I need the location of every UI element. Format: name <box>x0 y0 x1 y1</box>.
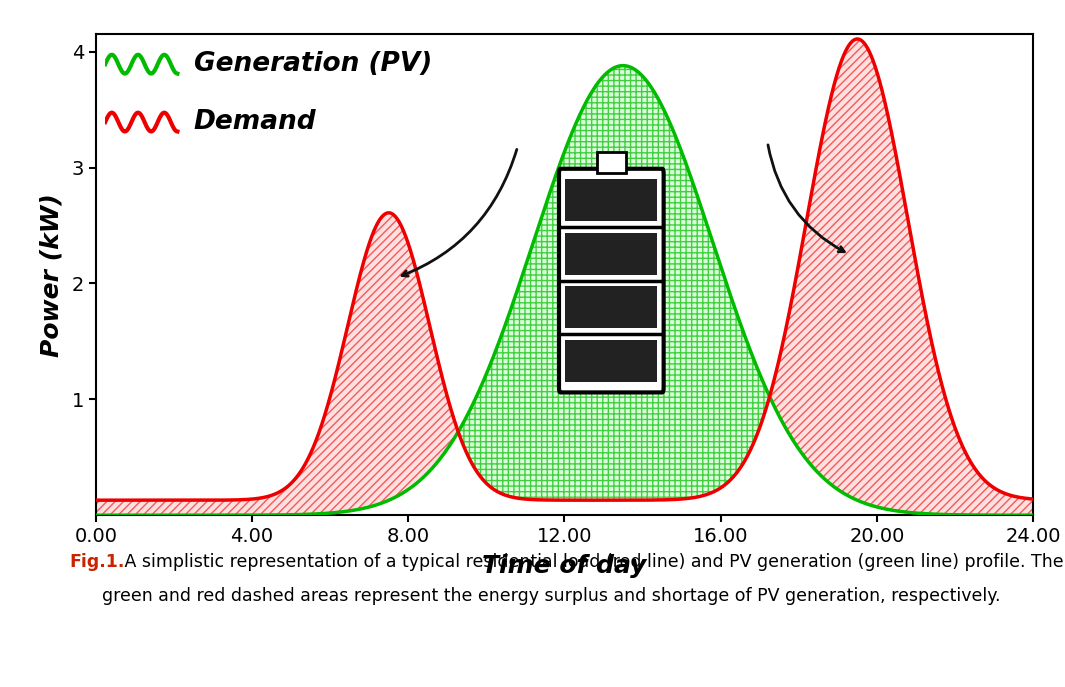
Text: A simplistic representation of a typical residential load (red line) and PV gene: A simplistic representation of a typical… <box>119 553 1064 571</box>
Text: Fig.1.: Fig.1. <box>69 553 125 571</box>
FancyBboxPatch shape <box>559 169 663 392</box>
Bar <box>597 152 625 173</box>
Bar <box>566 286 657 328</box>
X-axis label: Time of day: Time of day <box>482 554 646 578</box>
Y-axis label: Power (kW): Power (kW) <box>39 193 63 357</box>
Bar <box>566 233 657 275</box>
Bar <box>566 340 657 382</box>
Text: green and red dashed areas represent the energy surplus and shortage of PV gener: green and red dashed areas represent the… <box>69 587 1001 605</box>
Bar <box>566 179 657 221</box>
